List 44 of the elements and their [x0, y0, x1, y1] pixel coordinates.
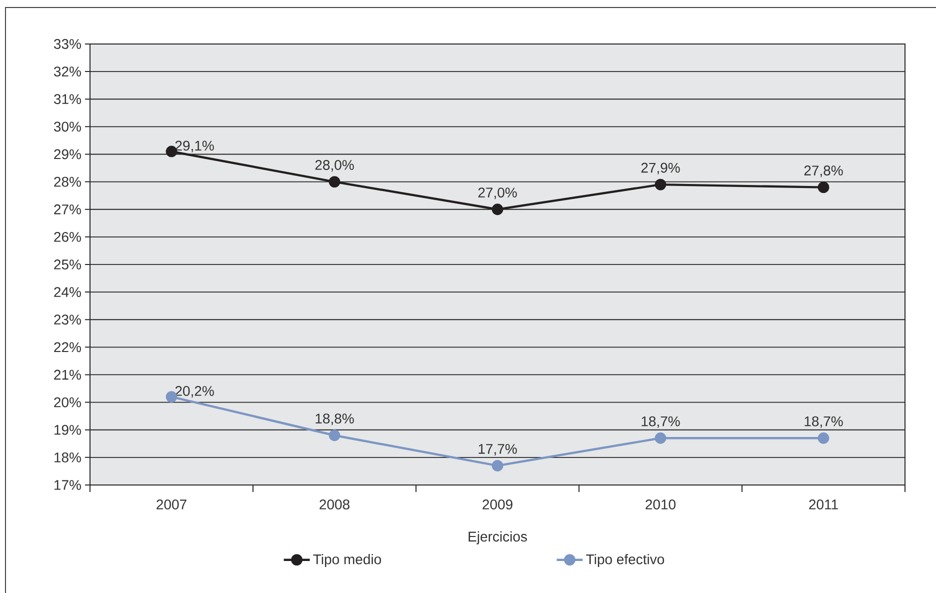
x-tick-label: 2007 — [156, 500, 186, 510]
point — [654, 432, 666, 444]
y-tick-label: 28% — [54, 176, 81, 187]
y-tick-label: 22% — [54, 342, 81, 352]
y-tick-label: 17% — [54, 480, 81, 490]
y-tick-label: 24% — [54, 287, 81, 297]
data-label: 20,2% — [175, 386, 214, 398]
data-label: 17,7% — [478, 444, 517, 456]
y-tick-label: 26% — [54, 232, 81, 242]
y-tick-label: 25% — [54, 260, 81, 270]
point — [166, 146, 178, 158]
y-tick-label: 31% — [54, 94, 81, 104]
data-label: 28,0% — [315, 160, 354, 172]
x-axis-title: Ejercicios — [468, 531, 527, 544]
point — [328, 430, 340, 442]
point — [492, 460, 504, 472]
data-label: 18,7% — [642, 416, 680, 428]
y-tick-label: 33% — [54, 39, 81, 49]
y-tick-label: 27% — [54, 204, 81, 214]
y-tick-label: 30% — [54, 122, 81, 132]
data-label: 18,7% — [804, 416, 843, 428]
data-label: 27,9% — [641, 162, 680, 174]
x-tick-label: 2009 — [482, 500, 512, 510]
data-label: 29,1% — [175, 140, 214, 152]
y-tick-label: 29% — [54, 149, 81, 160]
data-label: 18,8% — [316, 414, 354, 426]
y-tick-label: 23% — [54, 314, 81, 325]
point — [654, 178, 666, 190]
y-tick-label: 21% — [54, 370, 81, 380]
y-tick-label: 18% — [54, 452, 81, 462]
y-tick-label: 32% — [54, 66, 81, 77]
x-tick-label: 2011 — [809, 500, 838, 510]
point — [818, 182, 830, 194]
x-tick-label: 2008 — [320, 500, 350, 510]
data-label: 27,8% — [804, 166, 843, 178]
point — [818, 432, 830, 444]
legend-label: Tipo efectivo — [586, 554, 664, 568]
data-label: 27,0% — [478, 188, 517, 200]
point — [492, 204, 504, 216]
legend-label: Tipo medio — [313, 554, 382, 568]
x-tick-label: 2010 — [646, 500, 676, 510]
y-tick-label: 19% — [54, 424, 81, 435]
point — [328, 176, 340, 188]
y-tick-label: 20% — [54, 397, 81, 408]
